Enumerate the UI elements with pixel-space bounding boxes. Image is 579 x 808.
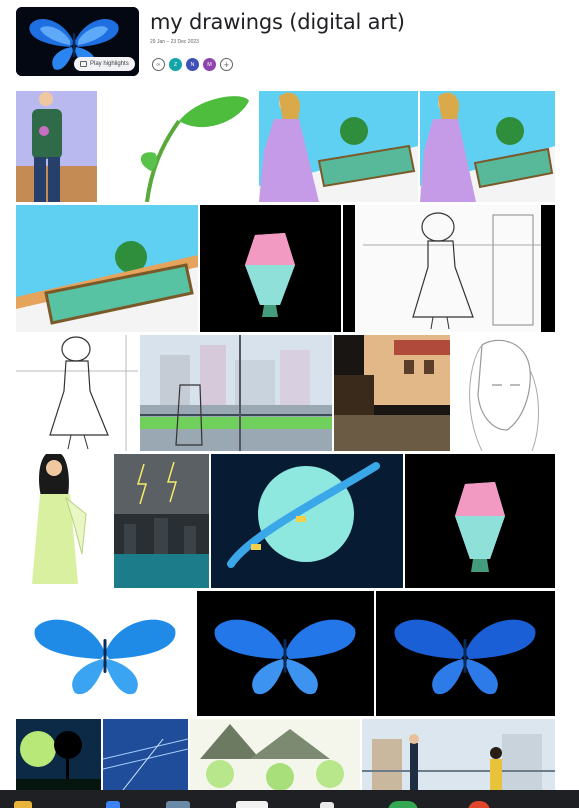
sketch-girl-hat-image: [16, 335, 138, 451]
old-building-image: [334, 335, 450, 451]
photo-thumbnail[interactable]: [334, 335, 450, 451]
photo-thumbnail[interactable]: [376, 591, 555, 716]
girl-balcony-signed-image: [420, 91, 555, 202]
photo-thumbnail[interactable]: [259, 91, 418, 202]
photo-thumbnail[interactable]: [103, 719, 188, 790]
photo-thumbnail[interactable]: [405, 454, 555, 588]
photo-thumbnail[interactable]: [114, 454, 209, 588]
girl-green-sweater-image: [16, 91, 97, 202]
photo-thumbnail[interactable]: [420, 91, 555, 202]
photo-thumbnail[interactable]: [200, 205, 341, 332]
stormy-city-image: [114, 454, 209, 588]
night-sky-image: [103, 719, 188, 790]
photo-thumbnail[interactable]: [190, 719, 360, 790]
store-icon[interactable]: [106, 801, 120, 808]
green-leaves-image: [99, 91, 257, 202]
photo-thumbnail[interactable]: [197, 591, 374, 716]
play-highlights-label: Play highlights: [90, 61, 129, 67]
photo-thumbnail[interactable]: [16, 591, 195, 716]
photo-thumbnail[interactable]: [343, 205, 555, 332]
sketch-girl-window-image: [343, 205, 555, 332]
woman-yellow-dress-image: [16, 454, 112, 588]
dashboard-icon[interactable]: [236, 801, 268, 808]
window-icon[interactable]: [166, 801, 190, 808]
album-date-range: 29 Jan – 23 Dec 2023: [150, 39, 199, 45]
app-icon[interactable]: [468, 801, 490, 808]
butterfly-white-image: [16, 591, 195, 716]
album-title[interactable]: my drawings (digital art): [150, 10, 405, 34]
photo-thumbnail[interactable]: [140, 335, 332, 451]
photo-thumbnail[interactable]: [99, 91, 257, 202]
city-balcony-image: [140, 335, 332, 451]
green-landscape-image: [190, 719, 360, 790]
tree-green-moon-image: [16, 719, 101, 790]
glowing-crystal-dark-image: [405, 454, 555, 588]
photo-thumbnail[interactable]: [16, 454, 112, 588]
files-icon[interactable]: [14, 801, 32, 808]
media-icon[interactable]: [320, 802, 334, 808]
add-person-icon[interactable]: +: [220, 58, 233, 71]
photo-thumbnail[interactable]: [16, 335, 138, 451]
butterfly-black-image: [197, 591, 374, 716]
sharing-row: ∞ Z N M +: [152, 58, 233, 71]
link-icon[interactable]: ∞: [152, 58, 165, 71]
photo-thumbnail[interactable]: [452, 335, 555, 451]
photo-thumbnail[interactable]: [211, 454, 403, 588]
album-cover[interactable]: Play highlights: [16, 7, 139, 76]
photo-thumbnail[interactable]: [362, 719, 555, 790]
glowing-crystal-image: [200, 205, 341, 332]
photo-thumbnail[interactable]: [16, 205, 198, 332]
girl-balcony-image: [259, 91, 418, 202]
member-avatar[interactable]: Z: [169, 58, 182, 71]
member-avatar[interactable]: N: [186, 58, 199, 71]
taskbar: [0, 790, 579, 808]
balcony-railing-image: [16, 205, 198, 332]
couple-balcony-image: [362, 719, 555, 790]
chrome-icon[interactable]: [388, 801, 418, 808]
slideshow-icon: [80, 61, 87, 67]
butterfly-black-dark-image: [376, 591, 555, 716]
play-highlights-button[interactable]: Play highlights: [74, 57, 135, 71]
member-avatar[interactable]: M: [203, 58, 216, 71]
photo-thumbnail[interactable]: [16, 719, 101, 790]
moon-ring-image: [211, 454, 403, 588]
photo-thumbnail[interactable]: [16, 91, 97, 202]
sketch-woman-face-image: [452, 335, 555, 451]
